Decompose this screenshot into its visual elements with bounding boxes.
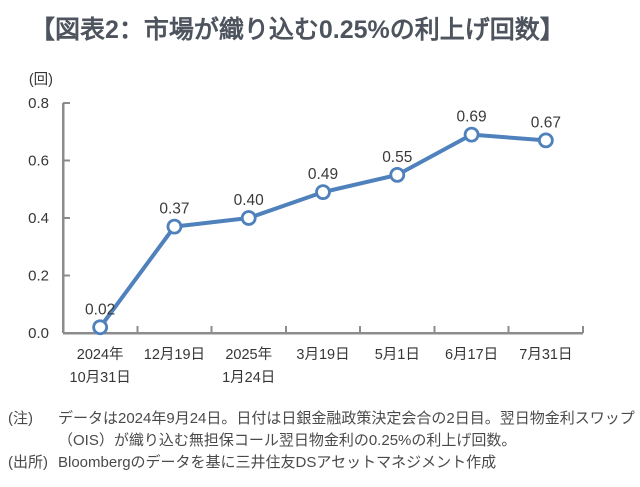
data-point-marker [92, 319, 109, 336]
note-line: （OIS）が織り込む無担保コール翌日物金利の0.25%の利上げ回数。 [58, 432, 517, 449]
data-label: 0.37 [159, 201, 189, 218]
y-tick-label: 0.2 [28, 268, 49, 285]
data-point-marker [463, 126, 480, 143]
x-tick-label: 6月17日 [445, 347, 498, 363]
x-tick-label: 10月31日 [70, 370, 131, 386]
x-tick-label: 2025年 [225, 346, 272, 363]
data-label: 0.40 [234, 192, 265, 209]
footnotes: (注) データは2024年9月24日。日付は日銀金融政策決定会合の2日目。翌日物… [8, 408, 636, 474]
figure-title: 【図表2：市場が織り込む0.25%の利上げ回数】 [30, 16, 565, 44]
note-text: データは2024年9月24日。日付は日銀金融政策決定会合の2日目。翌日物金利スワ… [58, 408, 636, 452]
series-line [98, 132, 548, 330]
data-label: 0.69 [456, 109, 486, 126]
data-label: 0.02 [85, 301, 115, 318]
data-point-marker [166, 218, 183, 235]
data-label: 0.67 [531, 114, 561, 131]
data-point-marker [389, 166, 406, 183]
x-tick-label: 1月24日 [222, 370, 275, 386]
source-label: (出所) [8, 454, 48, 471]
x-tick-label: 12月19日 [144, 347, 205, 363]
x-tick-label: 2024年 [77, 346, 124, 363]
x-tick-label: 5月1日 [375, 347, 420, 363]
y-tick-label: 0.8 [28, 95, 49, 112]
data-point-marker [315, 184, 331, 201]
y-axis-unit-label: (回) [29, 71, 53, 88]
y-tick-label: 0.0 [28, 325, 49, 342]
source-line: Bloombergのデータを基に三井住友DSアセットマネジメント作成 [58, 454, 497, 471]
note-row: (注) データは2024年9月24日。日付は日銀金融政策決定会合の2日目。翌日物… [8, 408, 636, 452]
note-label: (注) [8, 410, 33, 427]
data-point-marker [240, 210, 257, 226]
x-tick-label: 7月31日 [519, 347, 572, 363]
data-label: 0.55 [382, 149, 412, 166]
x-tick-label: 3月19日 [296, 347, 349, 363]
note-line: データは2024年9月24日。日付は日銀金融政策決定会合の2日目。翌日物金利スワ… [58, 410, 635, 427]
source-text: Bloombergのデータを基に三井住友DSアセットマネジメント作成 [58, 452, 636, 474]
y-tick-label: 0.6 [28, 153, 49, 170]
source-row: (出所) Bloombergのデータを基に三井住友DSアセットマネジメント作成 [8, 452, 636, 474]
data-point-marker [537, 132, 554, 149]
data-label: 0.49 [308, 166, 338, 183]
rate-hike-line-chart: 0.0 0.2 0.4 0.6 0.8 (回) 2024年 10月31日 12月19日 2025年… [28, 71, 584, 386]
y-tick-label: 0.4 [28, 210, 49, 227]
